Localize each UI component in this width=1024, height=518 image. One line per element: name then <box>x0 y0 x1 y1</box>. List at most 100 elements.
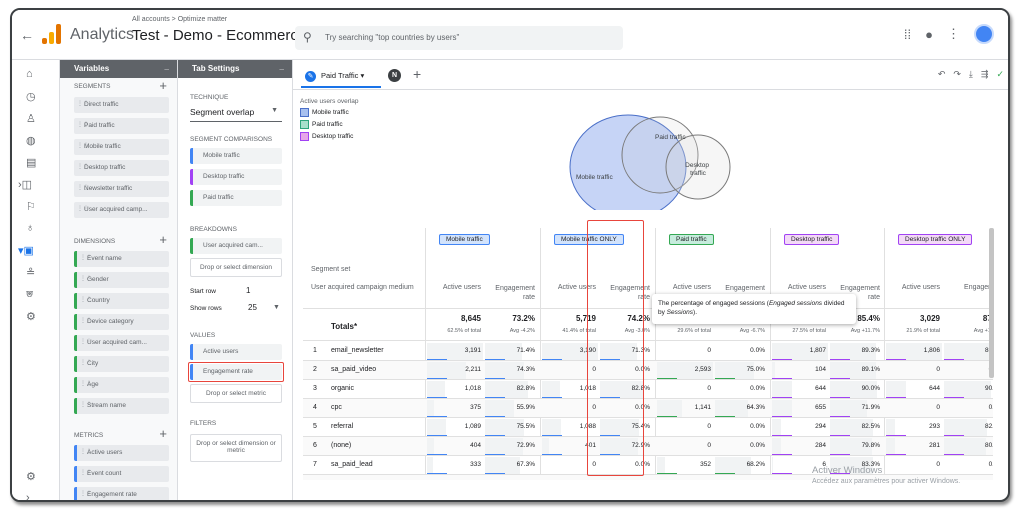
segment-chip[interactable]: Paid traffic <box>74 118 169 134</box>
engagement-rate-header[interactable]: Engagement rate <box>495 285 535 302</box>
comparison-chip[interactable]: Desktop traffic <box>190 169 282 185</box>
technique-select[interactable]: Segment overlap ▼ <box>190 104 282 122</box>
start-row-input[interactable]: 1 <box>246 286 251 295</box>
active-users-header[interactable]: Active users <box>672 284 711 291</box>
minimize-icon[interactable]: _ <box>279 62 284 71</box>
active-users-header[interactable]: Active users <box>901 284 940 291</box>
active-users-header[interactable]: Active users <box>442 284 481 291</box>
row-dimension-value[interactable]: organic <box>331 385 354 392</box>
add-dimension-icon[interactable]: + <box>159 232 167 247</box>
download-icon[interactable]: ⤓ <box>968 69 973 79</box>
help-icon[interactable]: ● <box>925 26 933 42</box>
expand-icon[interactable]: › <box>26 492 30 502</box>
value-bar <box>830 343 877 360</box>
segment-chip[interactable]: User acquired camp... <box>74 202 169 218</box>
avatar[interactable] <box>974 24 994 44</box>
show-rows-select[interactable]: 25 <box>248 303 257 312</box>
venn-desktop-circle[interactable] <box>665 134 731 200</box>
table-icon[interactable]: ▤ <box>26 157 37 169</box>
dimension-chip[interactable]: Event name <box>74 251 169 267</box>
property-selector[interactable]: Test - Demo - Ecommerce ▾ <box>132 27 318 44</box>
total-engagement-rate-sub: Avg -6.7% <box>739 328 765 334</box>
comparison-chip[interactable]: Mobile traffic <box>190 148 282 164</box>
value-bar <box>715 362 754 379</box>
flag-icon[interactable]: ⚐ <box>26 201 36 213</box>
minimize-icon[interactable]: _ <box>164 62 169 71</box>
dimension-chip[interactable]: Age <box>74 377 169 393</box>
add-segment-icon[interactable]: + <box>159 78 167 93</box>
add-metric-icon[interactable]: + <box>159 426 167 441</box>
drop-dimension-target[interactable]: Drop or select dimension <box>190 258 282 277</box>
drop-filter-target[interactable]: Drop or select dimension or metric <box>190 434 282 462</box>
metric-chip[interactable]: Event count <box>74 466 169 482</box>
table-cell: 0 <box>707 442 711 449</box>
row-dimension-value[interactable]: cpc <box>331 404 342 411</box>
value-chip[interactable]: Engagement rate <box>190 364 282 380</box>
segment-header-chip[interactable]: Paid traffic <box>669 234 714 245</box>
breakdown-chip[interactable]: User acquired cam... <box>190 238 282 254</box>
dimension-chip[interactable]: Country <box>74 293 169 309</box>
row-number: 5 <box>313 423 317 430</box>
row-dimension-value[interactable]: sa_paid_video <box>331 366 377 373</box>
metric-chip[interactable]: Active users <box>74 445 169 461</box>
segment-chip[interactable]: Desktop traffic <box>74 160 169 176</box>
dimension-chip[interactable]: Stream name <box>74 398 169 414</box>
table-cell: 0. <box>988 404 993 411</box>
segment-chip[interactable]: Direct traffic <box>74 97 169 113</box>
dropdown-arrow-icon[interactable]: ▼ <box>273 304 280 311</box>
active-users-header[interactable]: Active users <box>557 284 596 291</box>
table-cell: 82.8% <box>516 385 535 392</box>
active-users-header[interactable]: Active users <box>787 284 826 291</box>
row-dimension-value[interactable]: referral <box>331 423 354 430</box>
settings-gear-icon[interactable]: ⚙ <box>26 311 36 323</box>
venn-mobile-circle[interactable] <box>569 114 687 210</box>
drop-metric-target[interactable]: Drop or select metric <box>190 384 282 403</box>
row-divider <box>303 360 993 361</box>
segment-header-chip[interactable]: Mobile traffic ONLY <box>554 234 624 245</box>
notification-badge[interactable]: N <box>388 69 401 82</box>
segment-header-chip[interactable]: Mobile traffic <box>439 234 490 245</box>
row-dimension-value[interactable]: (none) <box>331 442 352 449</box>
redo-icon[interactable]: ↷ <box>953 69 961 79</box>
segment-chip[interactable]: Mobile traffic <box>74 139 169 155</box>
clock-icon[interactable]: ◷ <box>26 91 36 103</box>
value-bar <box>485 400 515 417</box>
value-chip[interactable]: Active users <box>190 344 282 360</box>
person-icon[interactable]: ♙ <box>26 113 36 125</box>
more-vert-icon[interactable]: ⋮ <box>947 26 960 41</box>
table-scrollbar[interactable] <box>989 228 994 378</box>
add-tab-icon[interactable]: + <box>413 66 422 82</box>
admin-gear-icon[interactable]: ⚙ <box>26 471 36 483</box>
audience-icon[interactable]: ≗ <box>26 267 36 279</box>
value-bar <box>427 419 447 436</box>
hierarchy-icon[interactable]: ⩐ <box>26 288 34 300</box>
reports-icon[interactable]: ›◫ <box>18 179 33 191</box>
venn-paid-circle[interactable] <box>621 116 699 194</box>
undo-icon[interactable]: ↶ <box>937 69 946 79</box>
back-arrow-icon[interactable]: ← <box>20 27 34 43</box>
segment-chip[interactable]: Newsletter traffic <box>74 181 169 197</box>
dimension-chip[interactable]: Gender <box>74 272 169 288</box>
dimension-chip[interactable]: User acquired cam... <box>74 335 169 351</box>
engagement-rate-header[interactable]: Engagement rate <box>840 285 880 302</box>
row-dimension-value[interactable]: sa_paid_lead <box>331 461 373 468</box>
row-dimension-value[interactable]: email_newsletter <box>331 347 384 354</box>
engagement-rate-header[interactable]: Engagem <box>964 284 993 291</box>
user-icon[interactable]: ♁ <box>26 222 35 234</box>
metric-chip[interactable]: Engagement rate <box>74 487 169 500</box>
table-cell: 75.0% <box>746 366 765 373</box>
apps-grid-icon[interactable]: ⁞⁞ <box>903 26 912 42</box>
segment-header-chip[interactable]: Desktop traffic <box>784 234 840 245</box>
share-icon[interactable]: ⇶ <box>980 69 989 79</box>
dimension-chip[interactable]: Device category <box>74 314 169 330</box>
breadcrumb[interactable]: All accounts > Optimize matter <box>132 16 228 23</box>
status-check-icon[interactable]: ✓ <box>996 69 1004 79</box>
comparison-chip[interactable]: Paid traffic <box>190 190 282 206</box>
home-icon[interactable]: ⌂ <box>26 68 33 80</box>
search-bar[interactable]: ⚲ Try searching "top countries by users" <box>295 26 623 50</box>
dimension-chip[interactable]: City <box>74 356 169 372</box>
tab-paid-traffic[interactable]: ✎ Paid Traffic ▾ <box>301 66 381 88</box>
segment-header-chip[interactable]: Desktop traffic ONLY <box>898 234 973 245</box>
globe-icon[interactable]: ◍ <box>26 135 36 147</box>
explore-icon[interactable]: ▾▣ <box>18 245 34 257</box>
